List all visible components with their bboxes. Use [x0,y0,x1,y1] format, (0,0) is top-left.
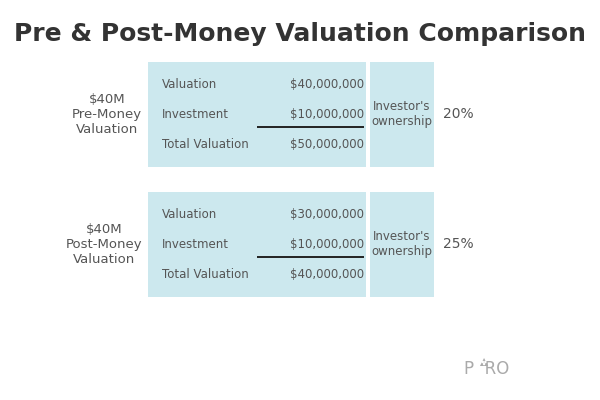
Text: Investor's
ownership: Investor's ownership [371,230,433,258]
Text: $30,000,000: $30,000,000 [290,208,364,220]
Text: Total Valuation: Total Valuation [162,268,249,280]
Text: P  RO: P RO [464,360,509,378]
Text: Investment: Investment [162,238,229,250]
Text: $50,000,000: $50,000,000 [290,138,364,150]
FancyBboxPatch shape [370,62,434,167]
Text: Investment: Investment [162,108,229,120]
Text: $40,000,000: $40,000,000 [290,268,364,280]
FancyBboxPatch shape [148,62,366,167]
Text: Total Valuation: Total Valuation [162,138,249,150]
FancyBboxPatch shape [148,192,366,297]
Text: Pre & Post-Money Valuation Comparison: Pre & Post-Money Valuation Comparison [14,22,586,46]
Text: $40,000,000: $40,000,000 [290,78,364,90]
Text: $40M
Post-Money
Valuation: $40M Post-Money Valuation [65,223,142,266]
Text: $10,000,000: $10,000,000 [290,238,364,250]
Text: $40M
Pre-Money
Valuation: $40M Pre-Money Valuation [72,93,142,136]
Text: 25%: 25% [443,238,473,252]
Text: Valuation: Valuation [162,78,217,90]
Text: Valuation: Valuation [162,208,217,220]
Text: $10,000,000: $10,000,000 [290,108,364,120]
Circle shape [484,363,485,365]
FancyBboxPatch shape [370,192,434,297]
Text: 20%: 20% [443,108,473,122]
Text: Investor's
ownership: Investor's ownership [371,100,433,128]
Polygon shape [480,358,488,366]
